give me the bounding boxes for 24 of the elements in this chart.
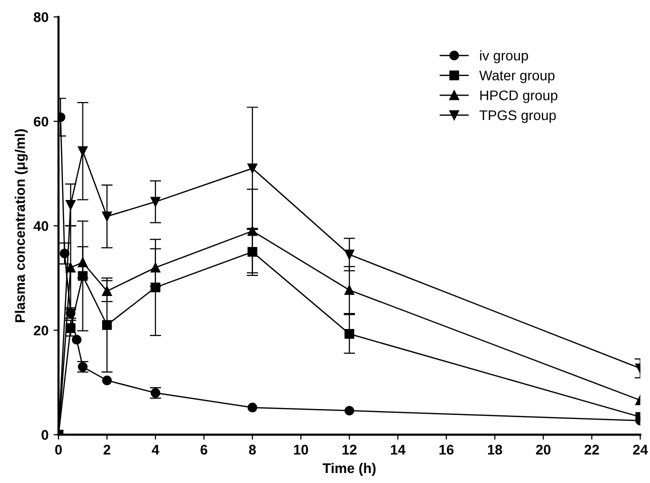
x-tick-label: 0 <box>55 444 62 455</box>
y-tick-label: 40 <box>34 221 48 231</box>
x-axis-title: Time (h) <box>322 462 376 476</box>
x-tick-label: 12 <box>342 444 357 454</box>
legend-label: HPCD group <box>480 90 558 104</box>
x-tick-label: 6 <box>200 444 208 455</box>
y-tick-label: 60 <box>34 116 48 127</box>
x-tick-label: 16 <box>439 444 454 455</box>
x-tick-label: 8 <box>248 444 256 455</box>
legend-label: iv group <box>480 50 528 64</box>
x-tick-label: 22 <box>584 444 599 454</box>
y-tick-label: 0 <box>42 430 48 440</box>
x-tick-label: 14 <box>391 444 406 454</box>
legend-label: TPGS group <box>480 110 556 123</box>
x-tick-label: 2 <box>104 444 110 454</box>
y-tick-label: 20 <box>34 326 48 336</box>
y-tick-label: 80 <box>34 12 48 22</box>
x-tick-label: 4 <box>152 444 160 454</box>
x-tick-label: 24 <box>633 444 648 454</box>
x-tick-label: 10 <box>294 444 308 455</box>
legend-label: Water group <box>479 70 555 84</box>
x-tick-label: 20 <box>536 444 550 455</box>
x-tick-label: 18 <box>488 444 502 455</box>
y-axis-title: Plasma concentration (μg/ml) <box>14 129 28 322</box>
